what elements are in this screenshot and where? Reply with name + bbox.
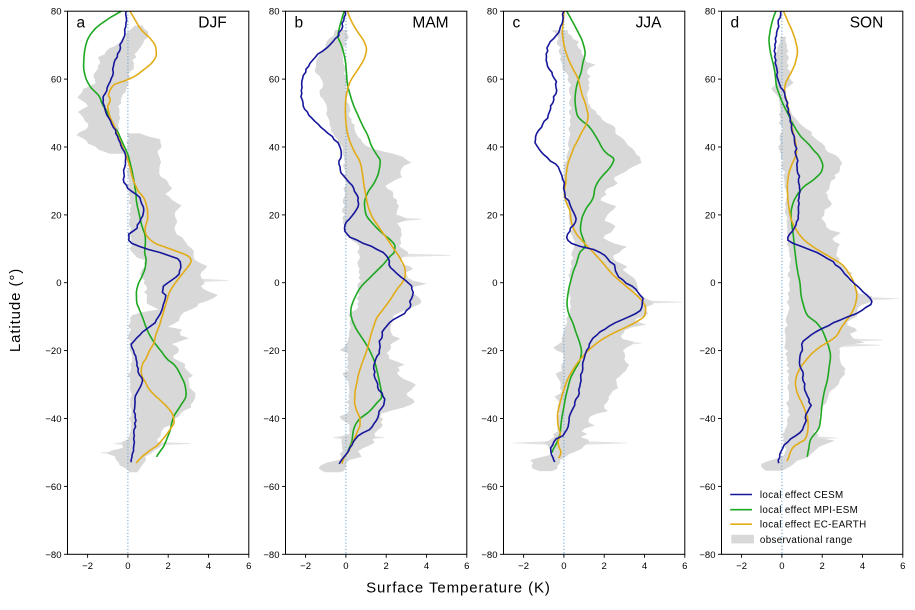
svg-text:2: 2 bbox=[602, 561, 607, 572]
svg-text:0: 0 bbox=[56, 278, 61, 289]
svg-text:80: 80 bbox=[705, 7, 716, 18]
svg-text:−80: −80 bbox=[699, 550, 715, 561]
svg-text:0: 0 bbox=[125, 561, 130, 572]
svg-text:80: 80 bbox=[51, 7, 62, 18]
svg-text:60: 60 bbox=[705, 75, 716, 86]
svg-text:d: d bbox=[731, 15, 740, 32]
svg-text:0: 0 bbox=[274, 278, 279, 289]
svg-text:−2: −2 bbox=[300, 561, 311, 572]
svg-text:6: 6 bbox=[682, 561, 687, 572]
svg-text:Surface Temperature (K): Surface Temperature (K) bbox=[366, 580, 551, 597]
svg-text:6: 6 bbox=[900, 561, 905, 572]
svg-text:4: 4 bbox=[424, 561, 429, 572]
svg-text:40: 40 bbox=[269, 143, 280, 154]
svg-text:−80: −80 bbox=[481, 550, 497, 561]
svg-text:20: 20 bbox=[705, 210, 716, 221]
svg-text:local effect MPI-ESM: local effect MPI-ESM bbox=[760, 505, 858, 516]
svg-text:60: 60 bbox=[51, 75, 62, 86]
svg-text:40: 40 bbox=[705, 143, 716, 154]
svg-text:−2: −2 bbox=[736, 561, 747, 572]
svg-text:−60: −60 bbox=[699, 482, 715, 493]
svg-text:−20: −20 bbox=[481, 346, 497, 357]
svg-text:a: a bbox=[77, 15, 86, 32]
svg-text:0: 0 bbox=[343, 561, 348, 572]
svg-text:−40: −40 bbox=[263, 414, 279, 425]
svg-text:4: 4 bbox=[206, 561, 211, 572]
svg-text:local effect CESM: local effect CESM bbox=[760, 490, 844, 501]
svg-text:−60: −60 bbox=[481, 482, 497, 493]
svg-text:4: 4 bbox=[860, 561, 865, 572]
svg-text:−40: −40 bbox=[481, 414, 497, 425]
svg-text:c: c bbox=[513, 15, 521, 32]
svg-text:JJA: JJA bbox=[636, 15, 663, 32]
svg-text:−80: −80 bbox=[45, 550, 61, 561]
svg-text:60: 60 bbox=[487, 75, 498, 86]
svg-text:20: 20 bbox=[51, 210, 62, 221]
svg-text:0: 0 bbox=[561, 561, 566, 572]
svg-text:SON: SON bbox=[850, 15, 884, 32]
svg-text:−20: −20 bbox=[699, 346, 715, 357]
svg-text:−2: −2 bbox=[518, 561, 529, 572]
svg-text:0: 0 bbox=[779, 561, 784, 572]
svg-text:0: 0 bbox=[492, 278, 497, 289]
svg-text:−40: −40 bbox=[699, 414, 715, 425]
svg-text:80: 80 bbox=[269, 7, 280, 18]
svg-text:observational range: observational range bbox=[760, 535, 853, 546]
svg-text:60: 60 bbox=[269, 75, 280, 86]
svg-text:2: 2 bbox=[166, 561, 171, 572]
svg-text:4: 4 bbox=[642, 561, 647, 572]
svg-text:6: 6 bbox=[246, 561, 251, 572]
svg-text:2: 2 bbox=[820, 561, 825, 572]
svg-text:MAM: MAM bbox=[412, 15, 448, 32]
svg-text:0: 0 bbox=[710, 278, 715, 289]
svg-text:6: 6 bbox=[464, 561, 469, 572]
svg-text:−40: −40 bbox=[45, 414, 61, 425]
svg-text:local effect EC-EARTH: local effect EC-EARTH bbox=[760, 520, 867, 531]
svg-text:−60: −60 bbox=[45, 482, 61, 493]
svg-text:−20: −20 bbox=[45, 346, 61, 357]
svg-text:2: 2 bbox=[384, 561, 389, 572]
svg-text:−20: −20 bbox=[263, 346, 279, 357]
svg-text:−60: −60 bbox=[263, 482, 279, 493]
svg-text:40: 40 bbox=[487, 143, 498, 154]
svg-text:−2: −2 bbox=[82, 561, 93, 572]
svg-text:−80: −80 bbox=[263, 550, 279, 561]
svg-text:80: 80 bbox=[487, 7, 498, 18]
svg-text:b: b bbox=[295, 15, 304, 32]
svg-text:20: 20 bbox=[487, 210, 498, 221]
svg-text:40: 40 bbox=[51, 143, 62, 154]
svg-text:Latitude (°): Latitude (°) bbox=[7, 268, 24, 352]
svg-text:20: 20 bbox=[269, 210, 280, 221]
svg-text:DJF: DJF bbox=[198, 15, 226, 32]
